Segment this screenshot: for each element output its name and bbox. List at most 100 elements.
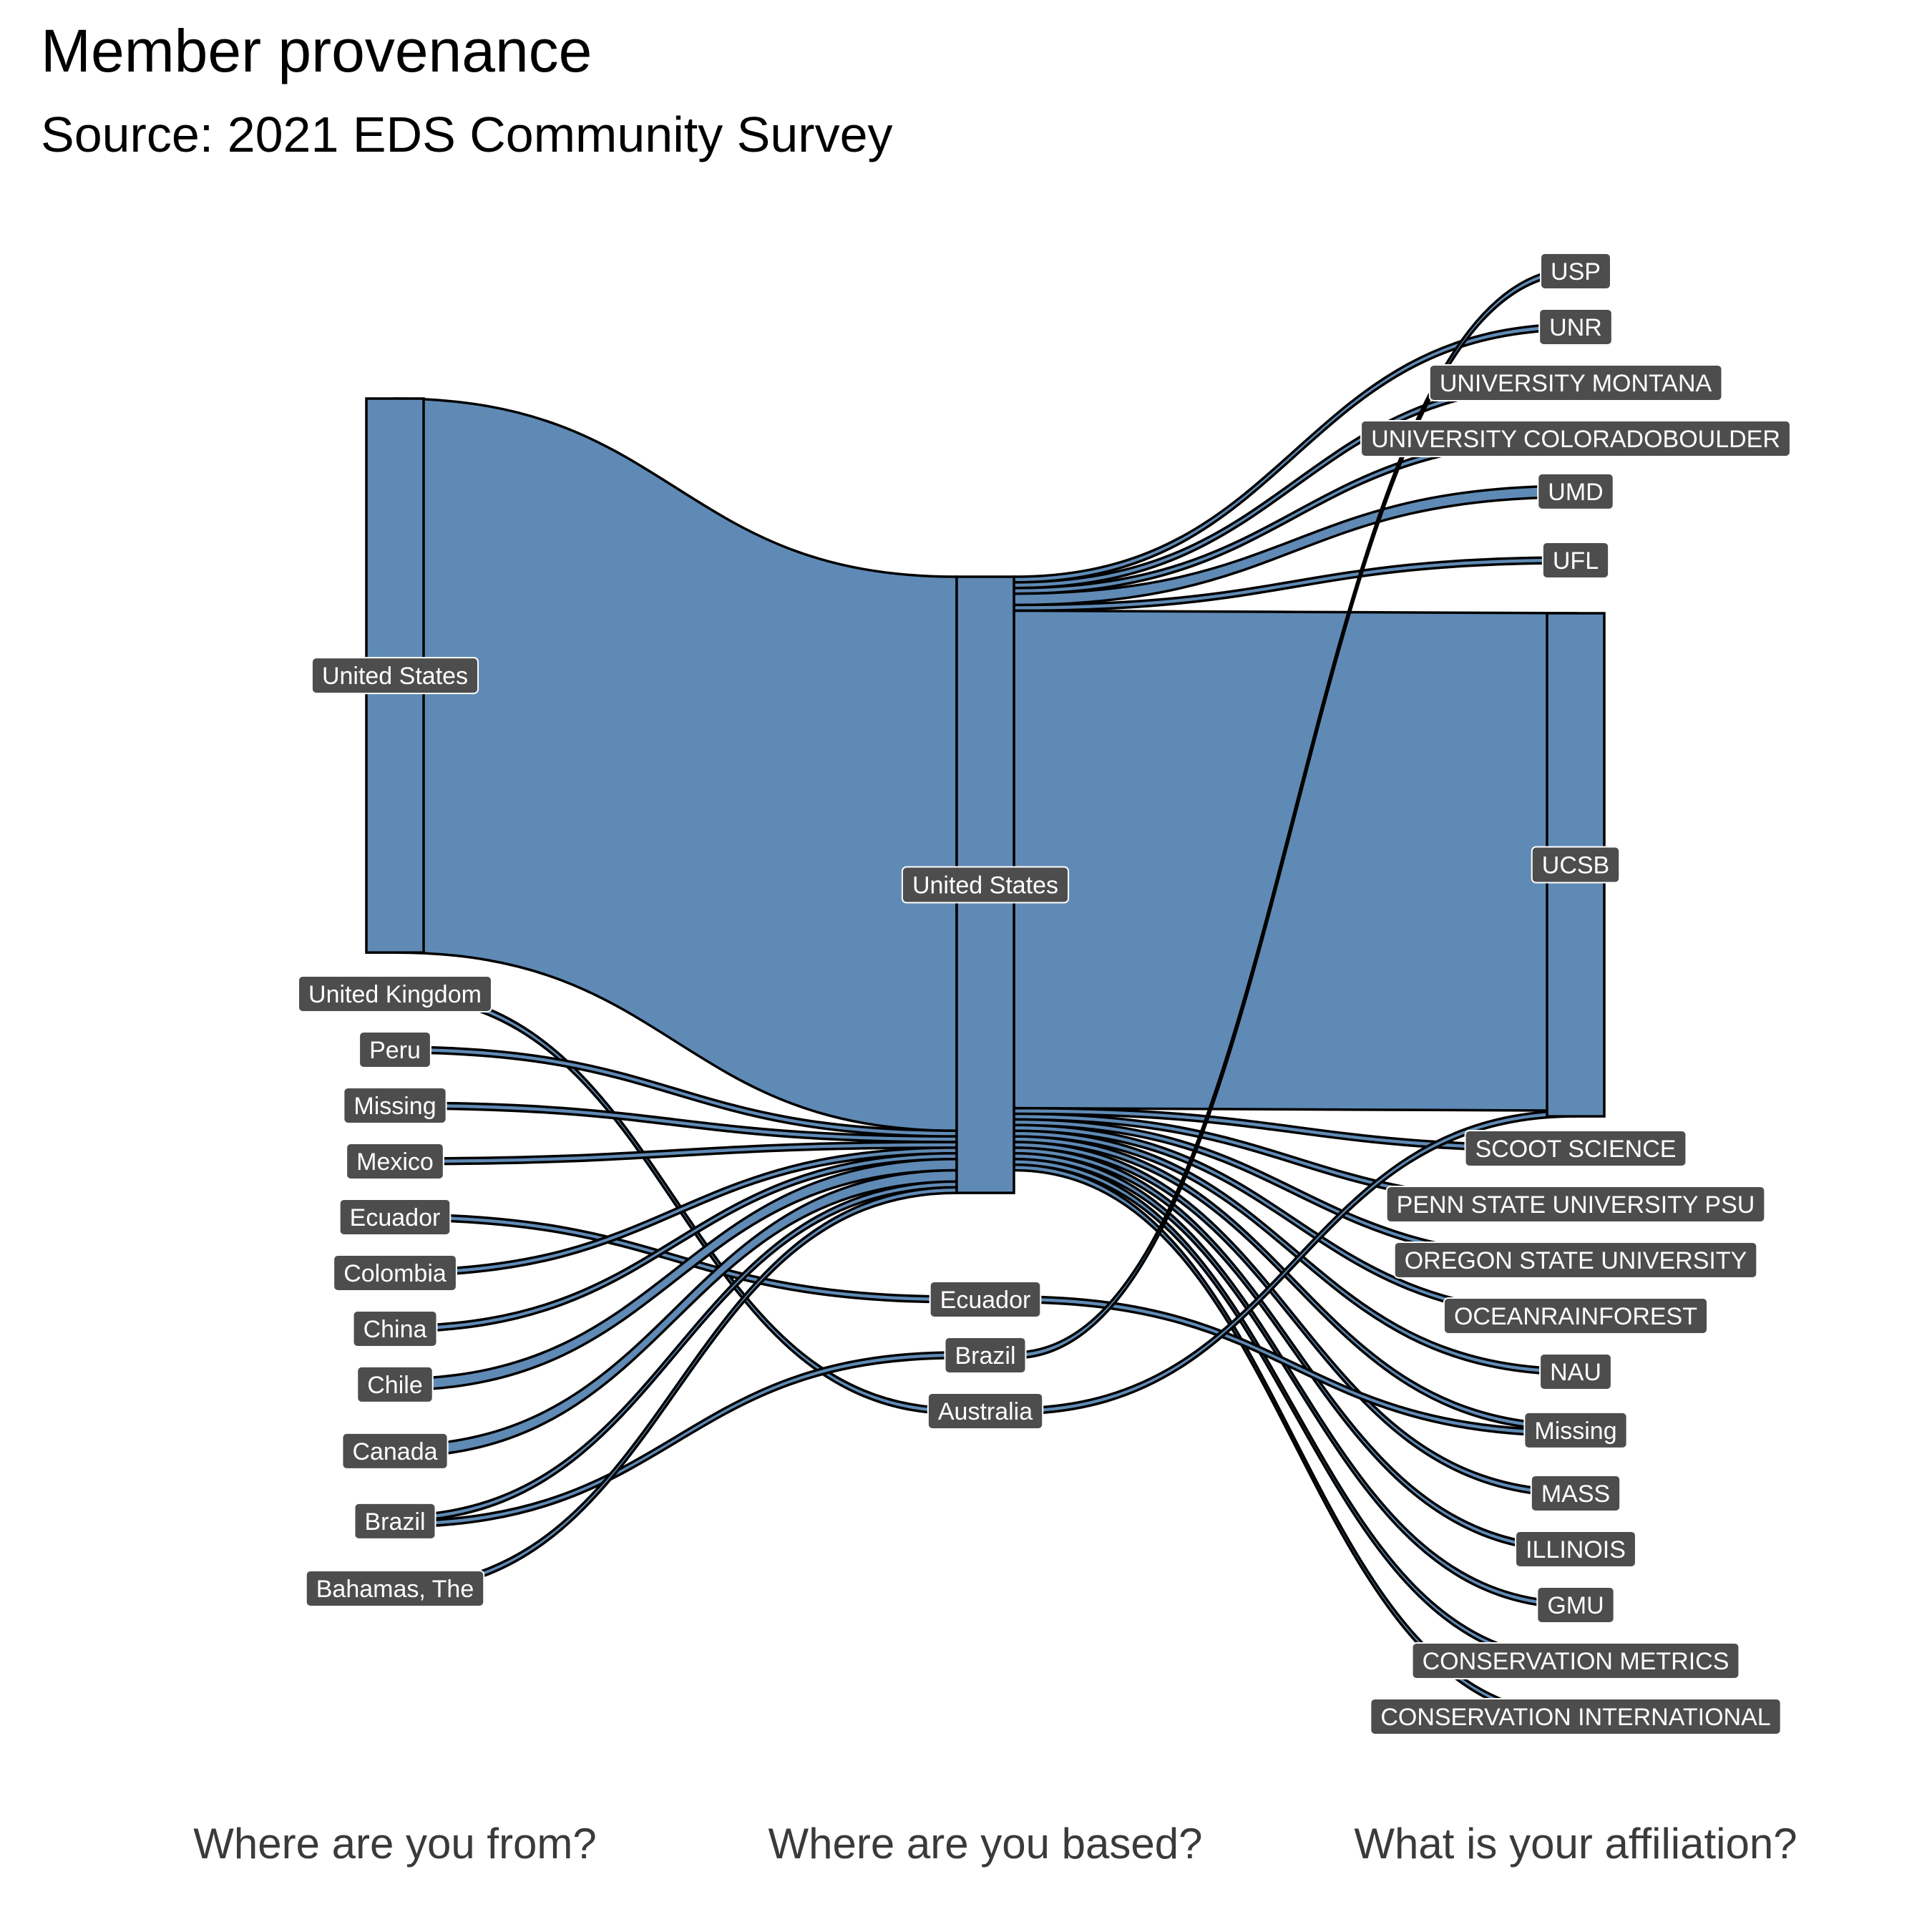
label-text-from-mexico: Mexico (356, 1148, 434, 1176)
label-box-based-brazil (944, 1336, 1027, 1374)
chart-title: Member provenance (41, 17, 592, 84)
label-text-affiliation-gmu: GMU (1547, 1592, 1604, 1619)
label-box-based-ecuador (929, 1280, 1042, 1318)
label-text-affiliation-ucsb: UCSB (1542, 852, 1609, 879)
label-box-affiliation-ufl (1541, 541, 1610, 579)
label-text-from-bahamas-the: Bahamas, The (316, 1576, 474, 1603)
label-affiliation-university-coloradoboulder: UNIVERSITY COLORADOBOULDER (1360, 419, 1791, 457)
label-text-from-ecuador: Ecuador (350, 1204, 441, 1231)
label-box-affiliation-usp (1540, 252, 1611, 290)
label-from-brazil: Brazil (353, 1502, 436, 1540)
label-box-affiliation-mass (1530, 1474, 1621, 1512)
label-from-colombia: Colombia (333, 1254, 457, 1292)
label-box-affiliation-missing (1523, 1411, 1628, 1449)
label-affiliation-usp: USP (1540, 252, 1611, 290)
label-text-affiliation-oregon-state-university: OREGON STATE UNIVERSITY (1405, 1247, 1747, 1274)
axis-label-from: Where are you from? (193, 1820, 597, 1868)
flow-from-based-united-states-to-united-states (394, 397, 958, 1132)
label-from-bahamas-the: Bahamas, The (305, 1569, 485, 1607)
label-text-affiliation-illinois: ILLINOIS (1526, 1536, 1626, 1563)
label-affiliation-conservation-international: CONSERVATION INTERNATIONAL (1370, 1697, 1782, 1735)
label-text-based-brazil: Brazil (955, 1342, 1015, 1370)
label-text-from-canada: Canada (352, 1438, 437, 1465)
label-text-based-united-states: United States (912, 872, 1058, 899)
label-box-from-chile (356, 1365, 434, 1403)
label-from-united-states: United States (311, 657, 479, 695)
label-box-affiliation-unr (1538, 308, 1613, 346)
label-box-affiliation-gmu (1536, 1586, 1615, 1624)
axis-label-based: Where are you based? (768, 1820, 1202, 1868)
label-box-from-united-kingdom (298, 975, 492, 1013)
label-affiliation-scoot-science: SCOOT SCIENCE (1464, 1129, 1687, 1167)
label-box-affiliation-penn-state-university-psu (1385, 1185, 1766, 1223)
label-affiliation-missing: Missing (1523, 1411, 1628, 1449)
label-box-from-peru (358, 1030, 431, 1068)
labels-layer: United States United Kingdom Peru Missing Me… (298, 252, 1791, 1735)
label-based-australia: Australia (927, 1392, 1044, 1430)
label-affiliation-umd: UMD (1537, 472, 1614, 510)
label-text-affiliation-ufl: UFL (1553, 547, 1599, 575)
flow-based-affil-united-states-to-university-montana (1013, 379, 1577, 590)
label-box-affiliation-illinois (1515, 1530, 1636, 1568)
label-affiliation-oceanrainforest: OCEANRAINFOREST (1443, 1297, 1709, 1335)
label-from-ecuador: Ecuador (338, 1198, 452, 1236)
flow-from-based-ecuador-to-ecuador (394, 1213, 958, 1304)
flow-from-based-bahamas-the-to-united-states (394, 1186, 958, 1593)
label-text-based-australia: Australia (938, 1398, 1033, 1425)
flow-from-based-brazil-to-united-states (394, 1180, 958, 1523)
label-from-china: China (352, 1309, 438, 1347)
chart-subtitle: Source: 2021 EDS Community Survey (41, 107, 893, 162)
label-text-affiliation-conservation-metrics: CONSERVATION METRICS (1423, 1648, 1729, 1675)
label-box-based-australia (927, 1392, 1044, 1430)
label-box-from-china (352, 1309, 438, 1347)
label-affiliation-unr: UNR (1538, 308, 1613, 346)
label-affiliation-conservation-metrics: CONSERVATION METRICS (1411, 1641, 1740, 1679)
label-box-affiliation-university-montana (1428, 364, 1723, 401)
label-affiliation-nau: NAU (1539, 1352, 1612, 1390)
label-text-affiliation-scoot-science: SCOOT SCIENCE (1475, 1136, 1677, 1163)
label-affiliation-gmu: GMU (1536, 1586, 1615, 1624)
label-box-affiliation-ucsb (1531, 846, 1621, 884)
label-text-affiliation-unr: UNR (1549, 314, 1602, 341)
label-text-based-ecuador: Ecuador (940, 1287, 1031, 1314)
label-text-from-china: China (364, 1316, 427, 1343)
label-text-from-united-states: United States (322, 663, 468, 690)
label-based-united-states: United States (901, 866, 1070, 904)
label-text-from-colombia: Colombia (343, 1260, 447, 1287)
label-from-united-kingdom: United Kingdom (298, 975, 492, 1013)
label-text-from-united-kingdom: United Kingdom (308, 981, 482, 1008)
label-box-from-bahamas-the (305, 1569, 485, 1607)
label-from-mexico: Mexico (346, 1142, 444, 1180)
label-affiliation-ucsb: UCSB (1531, 846, 1621, 884)
label-affiliation-penn-state-university-psu: PENN STATE UNIVERSITY PSU (1385, 1185, 1766, 1223)
label-text-affiliation-oceanrainforest: OCEANRAINFOREST (1454, 1303, 1697, 1330)
label-affiliation-oregon-state-university: OREGON STATE UNIVERSITY (1393, 1241, 1758, 1279)
label-text-affiliation-university-coloradoboulder: UNIVERSITY COLORADOBOULDER (1371, 426, 1780, 453)
label-box-from-brazil (353, 1502, 436, 1540)
label-box-affiliation-umd (1537, 472, 1614, 510)
label-box-from-missing (343, 1086, 447, 1124)
label-box-from-mexico (346, 1142, 444, 1180)
label-from-peru: Peru (358, 1030, 431, 1068)
label-text-affiliation-university-montana: UNIVERSITY MONTANA (1440, 370, 1712, 397)
label-from-missing: Missing (343, 1086, 447, 1124)
label-affiliation-university-montana: UNIVERSITY MONTANA (1428, 364, 1723, 401)
label-box-affiliation-university-coloradoboulder (1360, 419, 1791, 457)
label-text-affiliation-usp: USP (1551, 258, 1601, 286)
label-affiliation-ufl: UFL (1541, 541, 1610, 579)
label-text-from-brazil: Brazil (364, 1508, 425, 1536)
label-affiliation-mass: MASS (1530, 1474, 1621, 1512)
label-box-from-canada (341, 1432, 449, 1470)
label-text-from-chile: Chile (367, 1372, 422, 1399)
label-from-chile: Chile (356, 1365, 434, 1403)
label-box-affiliation-oregon-state-university (1393, 1241, 1758, 1279)
label-box-affiliation-oceanrainforest (1443, 1297, 1709, 1335)
label-text-affiliation-missing: Missing (1534, 1418, 1616, 1445)
label-box-affiliation-scoot-science (1464, 1129, 1687, 1167)
axis-label-affiliation: What is your affiliation? (1354, 1820, 1797, 1868)
label-text-affiliation-mass: MASS (1541, 1480, 1610, 1508)
label-box-from-ecuador (338, 1198, 452, 1236)
label-text-affiliation-conservation-international: CONSERVATION INTERNATIONAL (1380, 1704, 1770, 1731)
label-affiliation-illinois: ILLINOIS (1515, 1530, 1636, 1568)
